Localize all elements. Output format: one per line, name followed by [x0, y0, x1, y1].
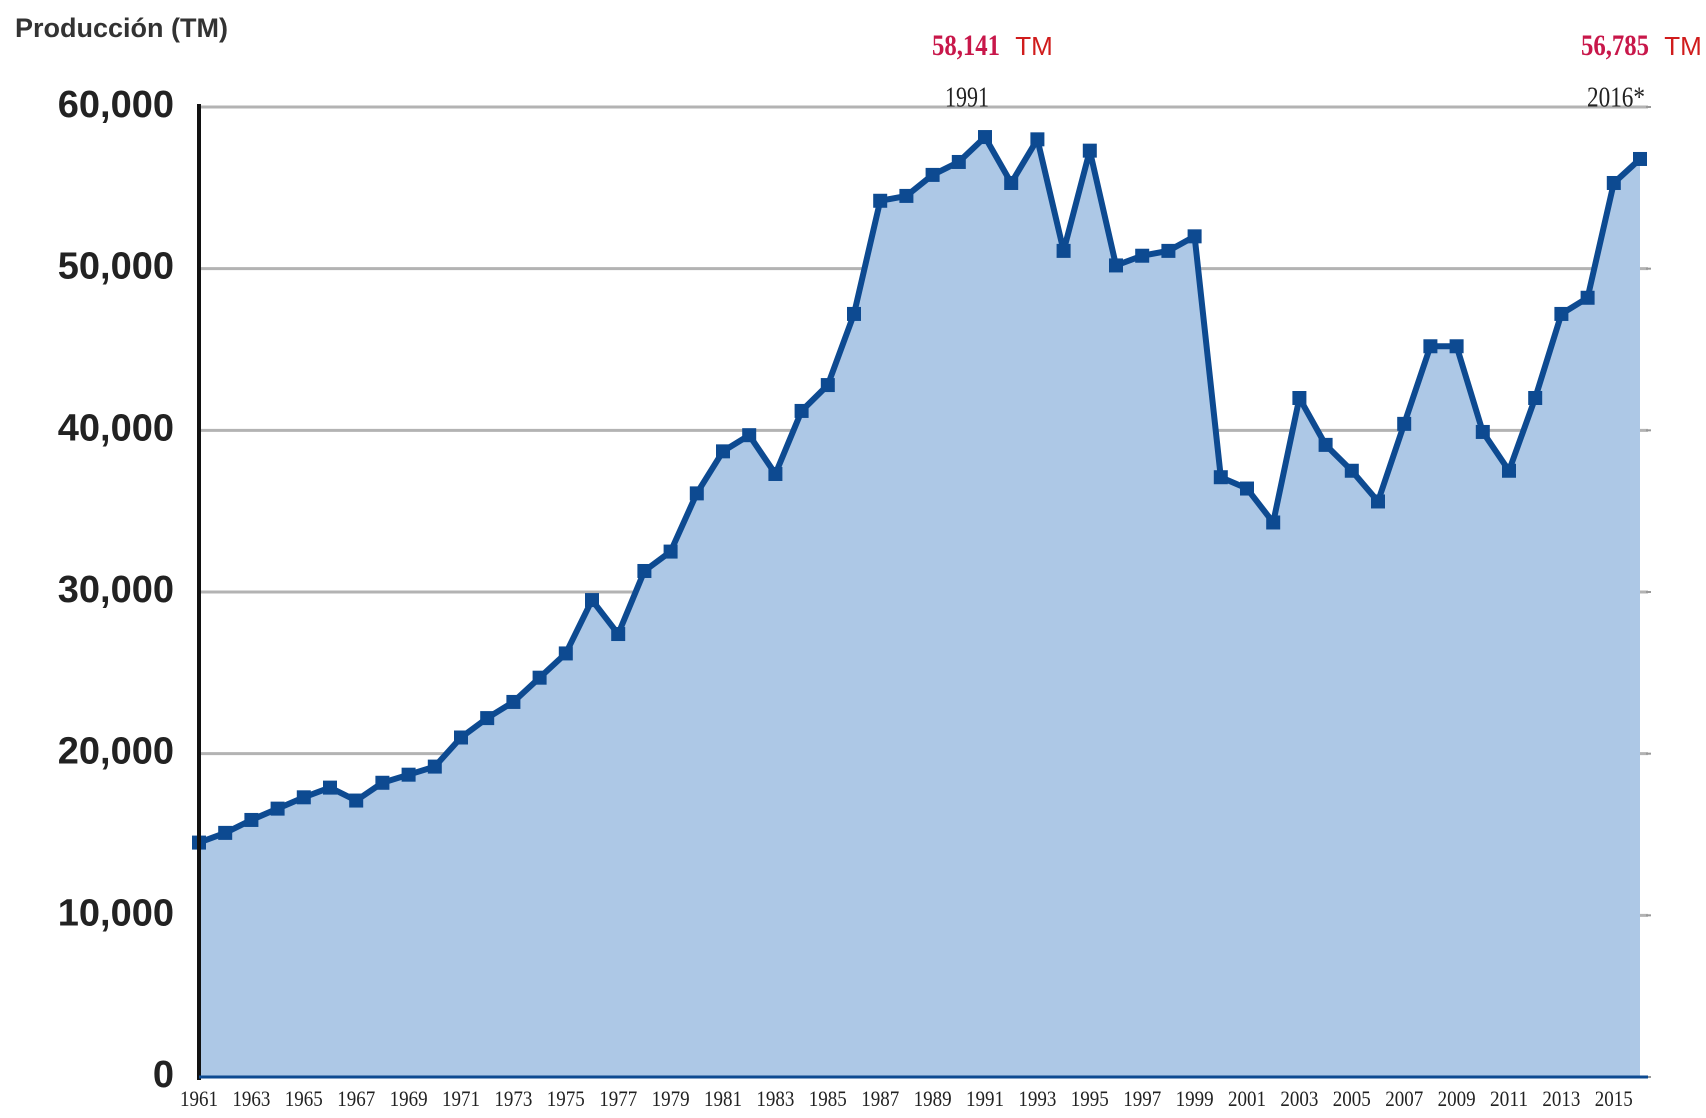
marker: [270, 801, 285, 816]
marker: [1004, 175, 1019, 190]
marker: [1187, 229, 1202, 244]
x-tick-label: 1967: [337, 1086, 375, 1111]
marker: [1449, 339, 1464, 354]
marker: [480, 711, 495, 726]
marker: [454, 730, 468, 745]
x-tick-label: 2009: [1438, 1086, 1476, 1111]
marker: [401, 767, 416, 782]
x-tick-label: 1985: [809, 1086, 847, 1111]
chart-title: Producción (TM): [15, 13, 228, 43]
marker: [1528, 391, 1543, 405]
marker: [218, 825, 233, 840]
marker: [611, 627, 626, 642]
marker: [1633, 151, 1647, 166]
x-tick-label: 2013: [1542, 1086, 1580, 1111]
marker: [873, 193, 888, 208]
marker: [637, 563, 652, 578]
marker: [768, 466, 783, 481]
marker: [689, 486, 704, 501]
x-tick-label: 2015: [1595, 1086, 1633, 1111]
marker: [349, 793, 364, 808]
marker: [1554, 306, 1569, 321]
marker: [375, 775, 390, 790]
x-tick-label: 1987: [861, 1086, 899, 1111]
marker: [951, 154, 966, 169]
x-tick-label: 2011: [1490, 1086, 1528, 1111]
y-tick-label: 40,000: [58, 407, 174, 449]
x-tick-label: 1977: [599, 1086, 637, 1111]
x-tick-label: 1961: [180, 1086, 218, 1111]
x-tick-label: 1969: [390, 1086, 428, 1111]
x-tick-label: 2003: [1280, 1086, 1318, 1111]
x-tick-label: 1973: [494, 1086, 532, 1111]
x-tick-label: 1993: [1018, 1086, 1056, 1111]
marker: [663, 544, 678, 559]
y-tick-label: 30,000: [58, 569, 174, 611]
marker: [1397, 416, 1412, 431]
marker: [585, 593, 599, 608]
x-tick-label: 1995: [1071, 1086, 1109, 1111]
marker: [506, 694, 521, 709]
x-tick-label: 1963: [232, 1086, 270, 1111]
marker: [742, 428, 757, 443]
annotation-unit: TM: [1664, 31, 1702, 61]
y-tick-label: 0: [153, 1054, 174, 1096]
x-tick-label: 1989: [914, 1086, 952, 1111]
marker: [1606, 175, 1621, 190]
x-tick-label: 1991: [966, 1086, 1004, 1111]
y-tick-label: 20,000: [58, 731, 174, 773]
marker: [1475, 424, 1490, 439]
marker: [244, 812, 259, 827]
y-tick-label: 50,000: [58, 246, 174, 288]
x-tick-label: 1999: [1176, 1086, 1214, 1111]
marker: [1318, 437, 1333, 452]
marker: [1056, 243, 1071, 258]
marker: [1580, 290, 1595, 305]
marker: [427, 759, 442, 774]
x-tick-label: 2001: [1228, 1086, 1266, 1111]
marker: [978, 130, 992, 145]
marker: [1502, 463, 1516, 478]
annotation-unit: TM: [1015, 31, 1053, 61]
x-tick-label: 1997: [1123, 1086, 1161, 1111]
marker: [1266, 515, 1281, 530]
marker: [1213, 470, 1228, 485]
marker: [847, 306, 861, 321]
marker: [1109, 258, 1123, 273]
marker: [1292, 391, 1307, 405]
y-tick-label: 10,000: [58, 892, 174, 934]
marker: [296, 790, 311, 805]
marker: [794, 403, 809, 418]
annotation-label: 2016*: [1587, 82, 1645, 113]
marker: [716, 444, 730, 459]
marker: [820, 378, 835, 393]
marker: [558, 646, 573, 661]
marker: [1344, 463, 1359, 478]
marker: [1423, 339, 1438, 354]
x-tick-label: 1971: [442, 1086, 480, 1111]
x-tick-label: 1983: [756, 1086, 794, 1111]
area: [199, 137, 1640, 1077]
marker: [925, 167, 940, 182]
marker: [899, 188, 914, 203]
marker: [1240, 481, 1254, 496]
x-tick-label: 2005: [1333, 1086, 1371, 1111]
marker: [1161, 243, 1176, 258]
x-tick-label: 1975: [547, 1086, 585, 1111]
x-tick-label: 2007: [1385, 1086, 1423, 1111]
x-tick-label: 1979: [652, 1086, 690, 1111]
marker: [1371, 494, 1385, 509]
marker: [1030, 132, 1045, 147]
marker: [532, 670, 547, 685]
annotation-label: 1991: [945, 82, 989, 113]
marker: [323, 780, 337, 795]
marker: [1082, 143, 1097, 158]
annotation-value: 58,141: [932, 29, 1000, 62]
marker: [1135, 248, 1150, 263]
x-tick-label: 1981: [704, 1086, 742, 1111]
y-tick-label: 60,000: [58, 84, 174, 126]
x-tick-label: 1965: [285, 1086, 323, 1111]
annotation-value: 56,785: [1581, 29, 1649, 62]
